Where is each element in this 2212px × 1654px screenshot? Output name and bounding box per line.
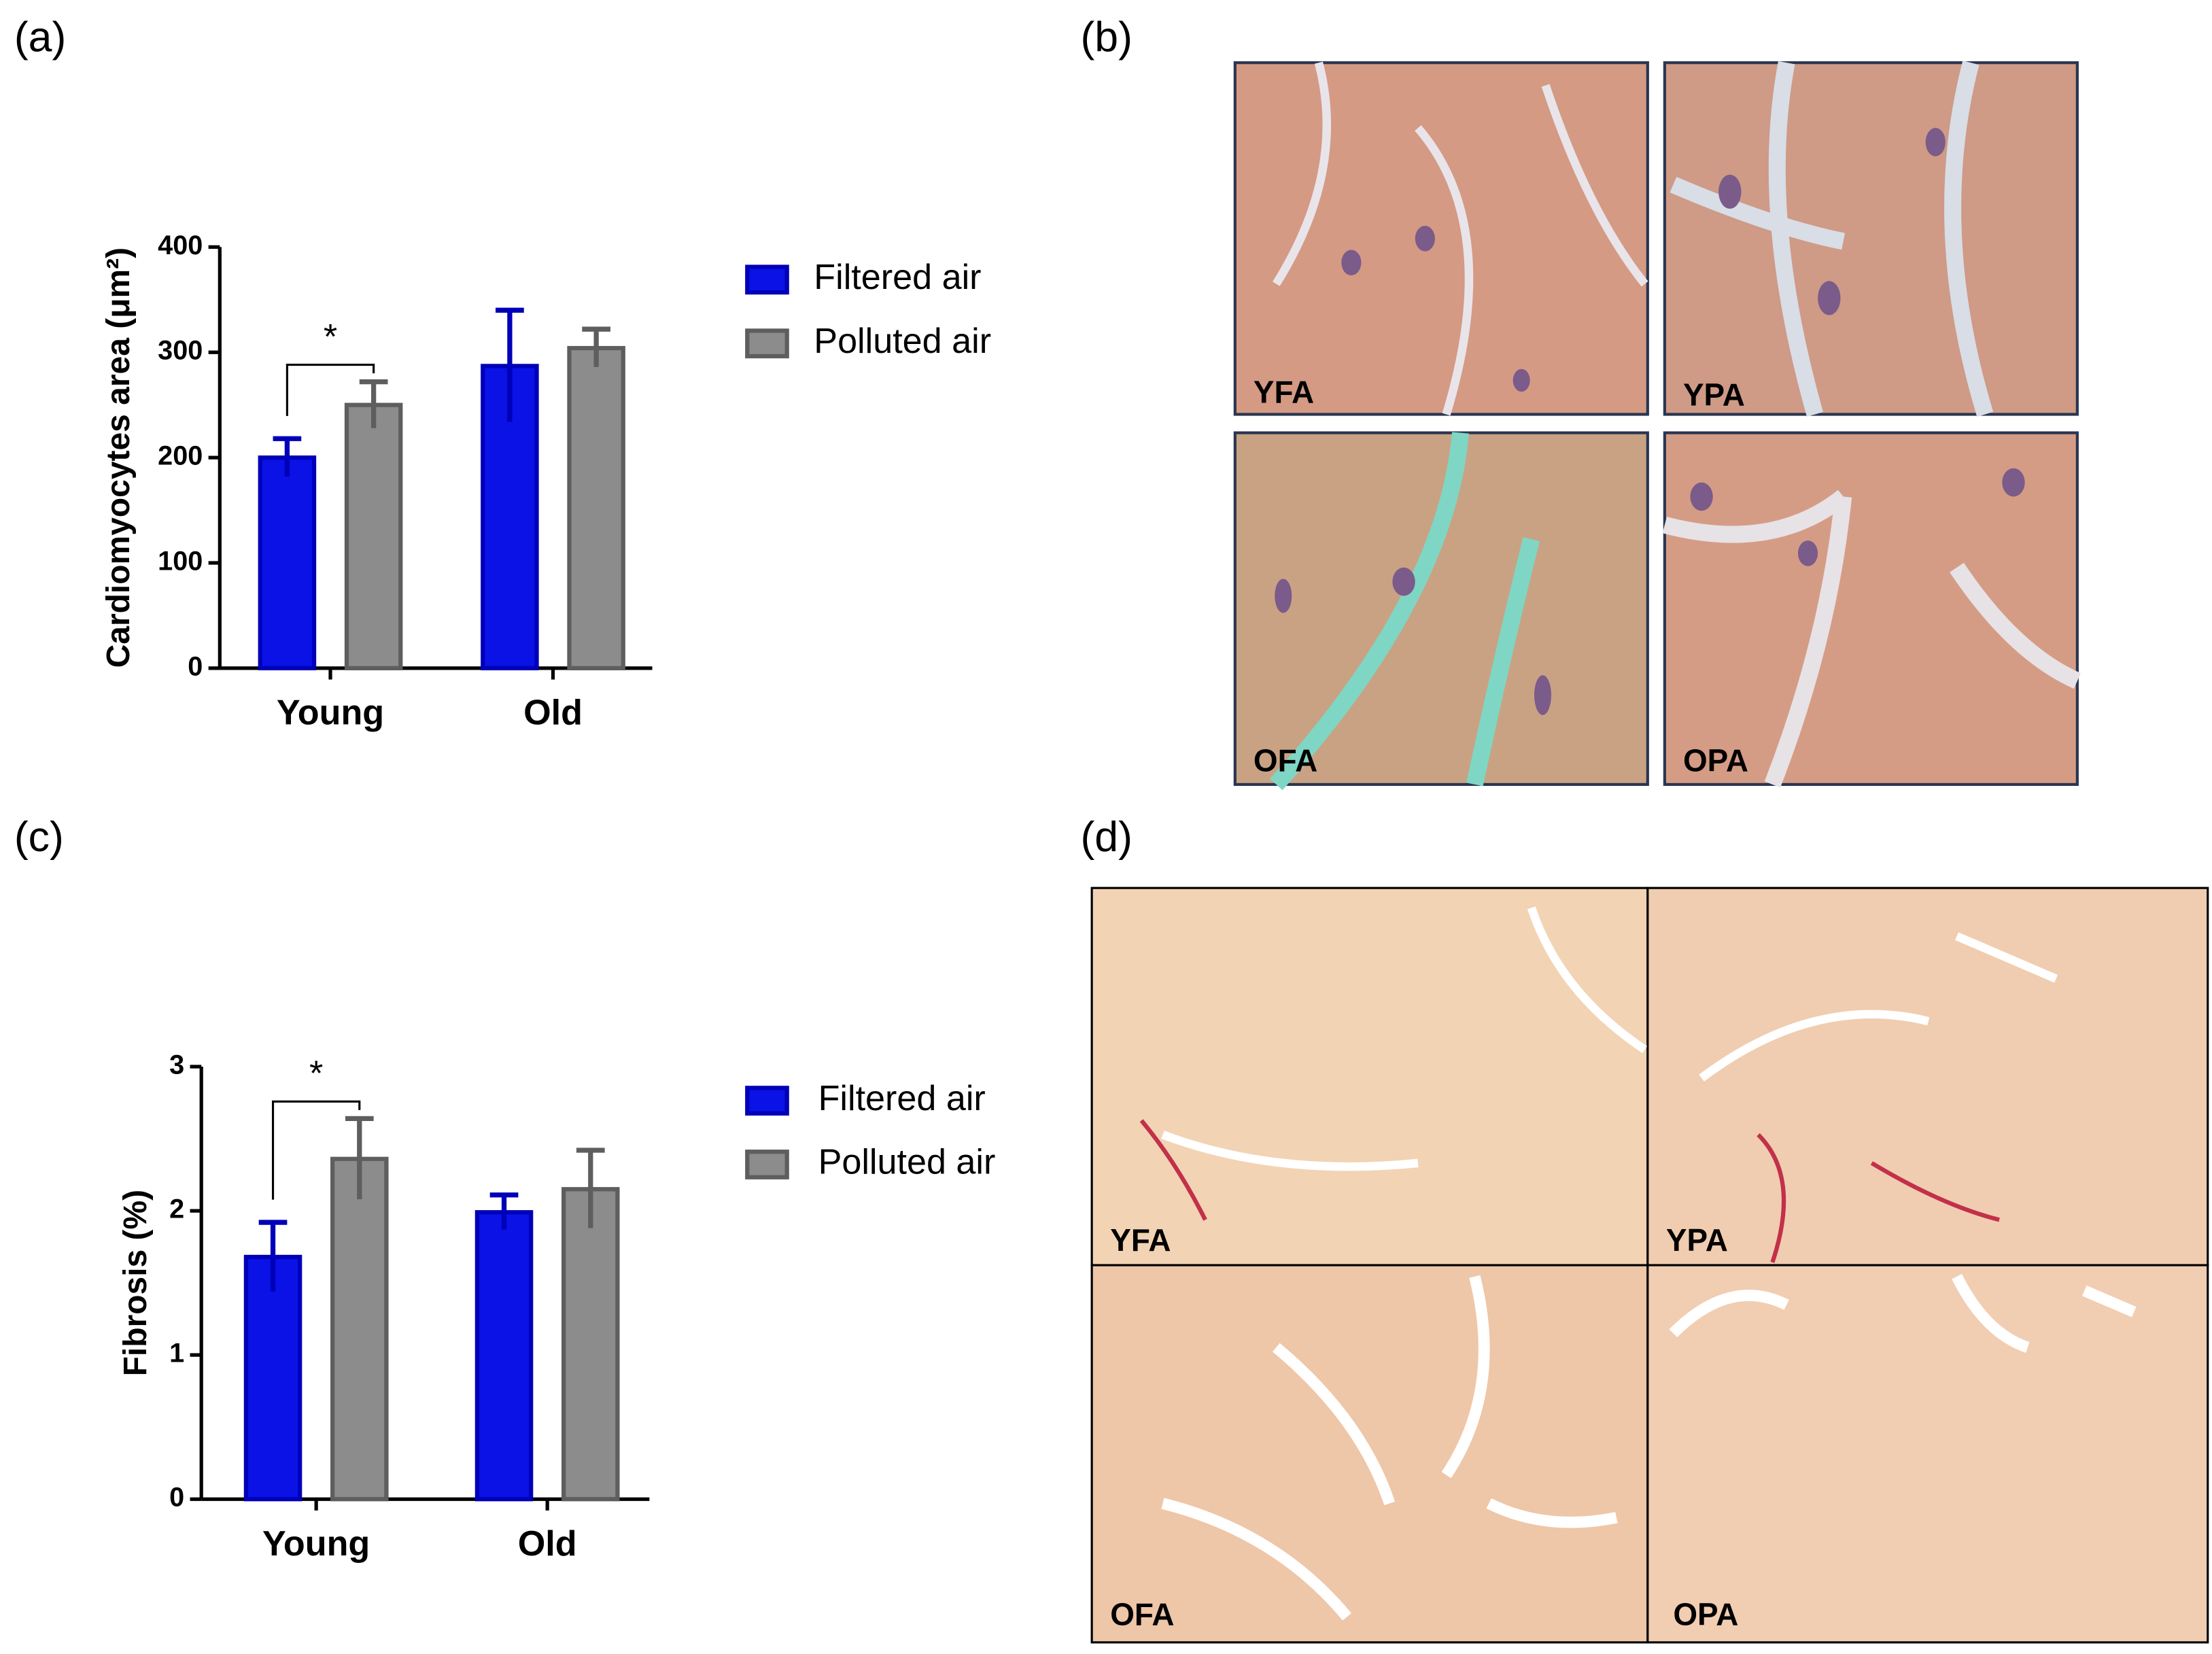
y-axis-label: Fibrosis (%)	[118, 1190, 154, 1377]
legend-swatch	[745, 1086, 789, 1116]
y-tick-label: 1	[169, 1339, 184, 1368]
image-label: YPA	[1666, 1222, 1728, 1258]
image-label: YFA	[1110, 1222, 1171, 1258]
panel-label: (a)	[14, 13, 66, 61]
significance-mark: *	[309, 1054, 323, 1094]
bar	[330, 1156, 389, 1502]
legend-label: Filtered air	[818, 1079, 986, 1118]
y-tick-label: 2	[169, 1194, 184, 1224]
micrographs-d: YFA YPA OFA OPA	[1090, 886, 2209, 1644]
legend-label: Polluted air	[818, 1143, 996, 1182]
x-tick-label: Young	[277, 693, 384, 732]
legend-label: Polluted air	[814, 322, 991, 361]
legend-swatch	[745, 264, 789, 295]
bar	[567, 345, 625, 671]
bar	[258, 455, 317, 671]
y-tick-label: 0	[188, 651, 203, 681]
legend-swatch	[745, 328, 789, 359]
panel-label: (b)	[1080, 13, 1132, 61]
bar	[344, 402, 403, 671]
image-label: OPA	[1673, 1596, 1738, 1632]
micrographs-b: YFA YPA OFA OPA	[1233, 61, 2081, 791]
image-label: YPA	[1683, 377, 1745, 413]
panel-label: (d)	[1080, 813, 1132, 861]
significance-bracket	[271, 1100, 361, 1200]
significance-bracket	[286, 364, 375, 416]
panel-label: (c)	[14, 813, 64, 861]
y-tick-label: 0	[169, 1483, 184, 1513]
bar	[561, 1187, 620, 1502]
bar	[474, 1210, 534, 1502]
image-label: OFA	[1110, 1596, 1174, 1632]
legend-label: Filtered air	[814, 258, 981, 297]
y-axis-label: Cardiomyocytes area (μm²)	[101, 247, 137, 668]
y-tick-label: 3	[169, 1050, 184, 1080]
image-label: YFA	[1254, 374, 1314, 409]
y-tick-label: 200	[158, 441, 203, 471]
bar	[243, 1254, 303, 1502]
significance-mark: *	[324, 317, 337, 357]
x-tick-label: Old	[518, 1524, 577, 1564]
y-tick-label: 100	[158, 546, 203, 576]
x-tick-label: Young	[262, 1524, 370, 1564]
y-tick-label: 300	[158, 336, 203, 366]
image-label: OFA	[1254, 743, 1317, 778]
x-tick-label: Old	[523, 693, 583, 732]
y-tick-label: 400	[158, 230, 203, 260]
legend-swatch	[745, 1150, 789, 1179]
image-label: OPA	[1683, 743, 1748, 778]
